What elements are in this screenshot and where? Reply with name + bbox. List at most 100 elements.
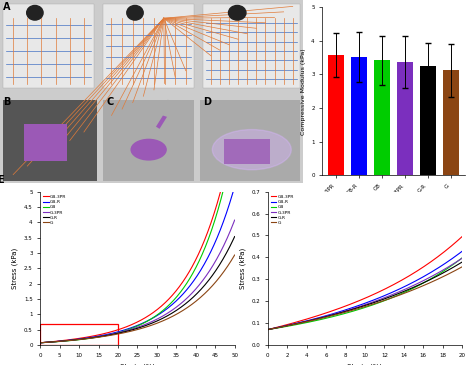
- Line: GB-3PR: GB-3PR: [40, 129, 235, 343]
- G-R: [197, 289, 202, 293]
- G-3PR: [232, 218, 237, 222]
- GB-R: [449, 256, 455, 261]
- GB: [301, 321, 307, 325]
- G: [449, 270, 455, 274]
- Line: G-R: G-R: [268, 262, 462, 330]
- GB-R: [232, 184, 237, 189]
- GB-3PR: [197, 250, 202, 254]
- G-3PR: [443, 266, 448, 271]
- G-R: [227, 244, 233, 249]
- Line: G-R: G-R: [40, 237, 235, 343]
- GB-R: [197, 270, 202, 274]
- GB-R: [131, 324, 137, 329]
- G-R: [143, 323, 148, 328]
- Bar: [351, 57, 367, 175]
- G-R: [301, 320, 307, 324]
- GB: [317, 318, 322, 322]
- GB: [130, 326, 136, 330]
- GB: [277, 326, 283, 330]
- G: [265, 327, 271, 332]
- GB-3PR: [317, 313, 322, 317]
- Bar: [3, 4, 94, 88]
- GB-R: [130, 325, 136, 330]
- GB-R: [273, 326, 278, 330]
- Bar: [103, 100, 194, 181]
- GB-R: [317, 315, 322, 320]
- G: [232, 253, 237, 257]
- G-3PR: [449, 262, 455, 267]
- Ellipse shape: [212, 130, 291, 170]
- Line: GB: GB: [40, 138, 235, 343]
- Bar: [24, 124, 67, 161]
- G: [130, 328, 136, 333]
- GB-3PR: [130, 322, 136, 326]
- GB-3PR: [273, 326, 278, 330]
- G-3PR: [143, 322, 148, 327]
- Bar: [40, 324, 118, 345]
- Ellipse shape: [127, 5, 143, 20]
- Bar: [103, 4, 194, 88]
- GB: [449, 263, 455, 267]
- Text: A: A: [3, 2, 10, 12]
- Bar: [397, 62, 413, 175]
- GB: [265, 327, 271, 332]
- GB-R: [459, 249, 465, 253]
- Line: G: G: [40, 255, 235, 343]
- Bar: [443, 70, 459, 175]
- G-3PR: [130, 327, 136, 331]
- G: [153, 322, 159, 326]
- GB-R: [153, 314, 159, 318]
- GB-3PR: [131, 322, 137, 326]
- GB: [459, 255, 465, 260]
- Line: G: G: [268, 267, 462, 330]
- GB-3PR: [449, 243, 455, 247]
- Legend: GB-3PR, GB-R, GB, G-3PR, G-R, G: GB-3PR, GB-R, GB, G-3PR, G-R, G: [270, 194, 295, 226]
- Bar: [203, 4, 301, 88]
- G-3PR: [37, 341, 43, 345]
- Text: E: E: [0, 176, 4, 185]
- GB: [37, 341, 43, 345]
- Ellipse shape: [27, 5, 43, 20]
- Y-axis label: Stress (kPa): Stress (kPa): [239, 247, 246, 289]
- Line: GB: GB: [268, 258, 462, 330]
- G: [277, 325, 283, 330]
- G: [273, 326, 278, 330]
- GB-3PR: [143, 315, 148, 320]
- GB: [232, 136, 237, 141]
- G-R: [317, 316, 322, 320]
- G-R: [443, 269, 448, 274]
- G-R: [37, 341, 43, 345]
- G: [317, 316, 322, 321]
- Legend: GB-3PR, GB-R, GB, G-3PR, G-R, G: GB-3PR, GB-R, GB, G-3PR, G-R, G: [43, 194, 67, 226]
- Line: G-3PR: G-3PR: [40, 220, 235, 343]
- G: [459, 265, 465, 269]
- GB: [143, 320, 148, 324]
- X-axis label: Strain (%): Strain (%): [120, 363, 155, 365]
- GB-R: [277, 325, 283, 329]
- GB-3PR: [232, 127, 237, 131]
- G: [37, 341, 43, 345]
- G-R: [459, 260, 465, 264]
- G: [197, 296, 202, 300]
- Bar: [225, 139, 270, 164]
- G-3PR: [301, 320, 307, 324]
- G-3PR: [197, 282, 202, 287]
- G-3PR: [277, 325, 283, 330]
- G-R: [130, 327, 136, 332]
- G: [143, 325, 148, 330]
- GB: [153, 314, 159, 318]
- Bar: [3, 100, 97, 181]
- GB-3PR: [443, 249, 448, 253]
- Y-axis label: Stress (kPa): Stress (kPa): [12, 247, 18, 289]
- G-3PR: [273, 326, 278, 330]
- GB-3PR: [227, 150, 233, 154]
- Line: GB-3PR: GB-3PR: [268, 237, 462, 330]
- GB-R: [37, 341, 43, 345]
- G-R: [265, 327, 271, 332]
- GB-3PR: [277, 324, 283, 329]
- Y-axis label: Compressive Modulus (kPa): Compressive Modulus (kPa): [301, 48, 306, 135]
- G-3PR: [131, 326, 137, 331]
- G-3PR: [153, 318, 159, 322]
- Line: GB-R: GB-R: [40, 187, 235, 343]
- Text: C: C: [106, 97, 113, 107]
